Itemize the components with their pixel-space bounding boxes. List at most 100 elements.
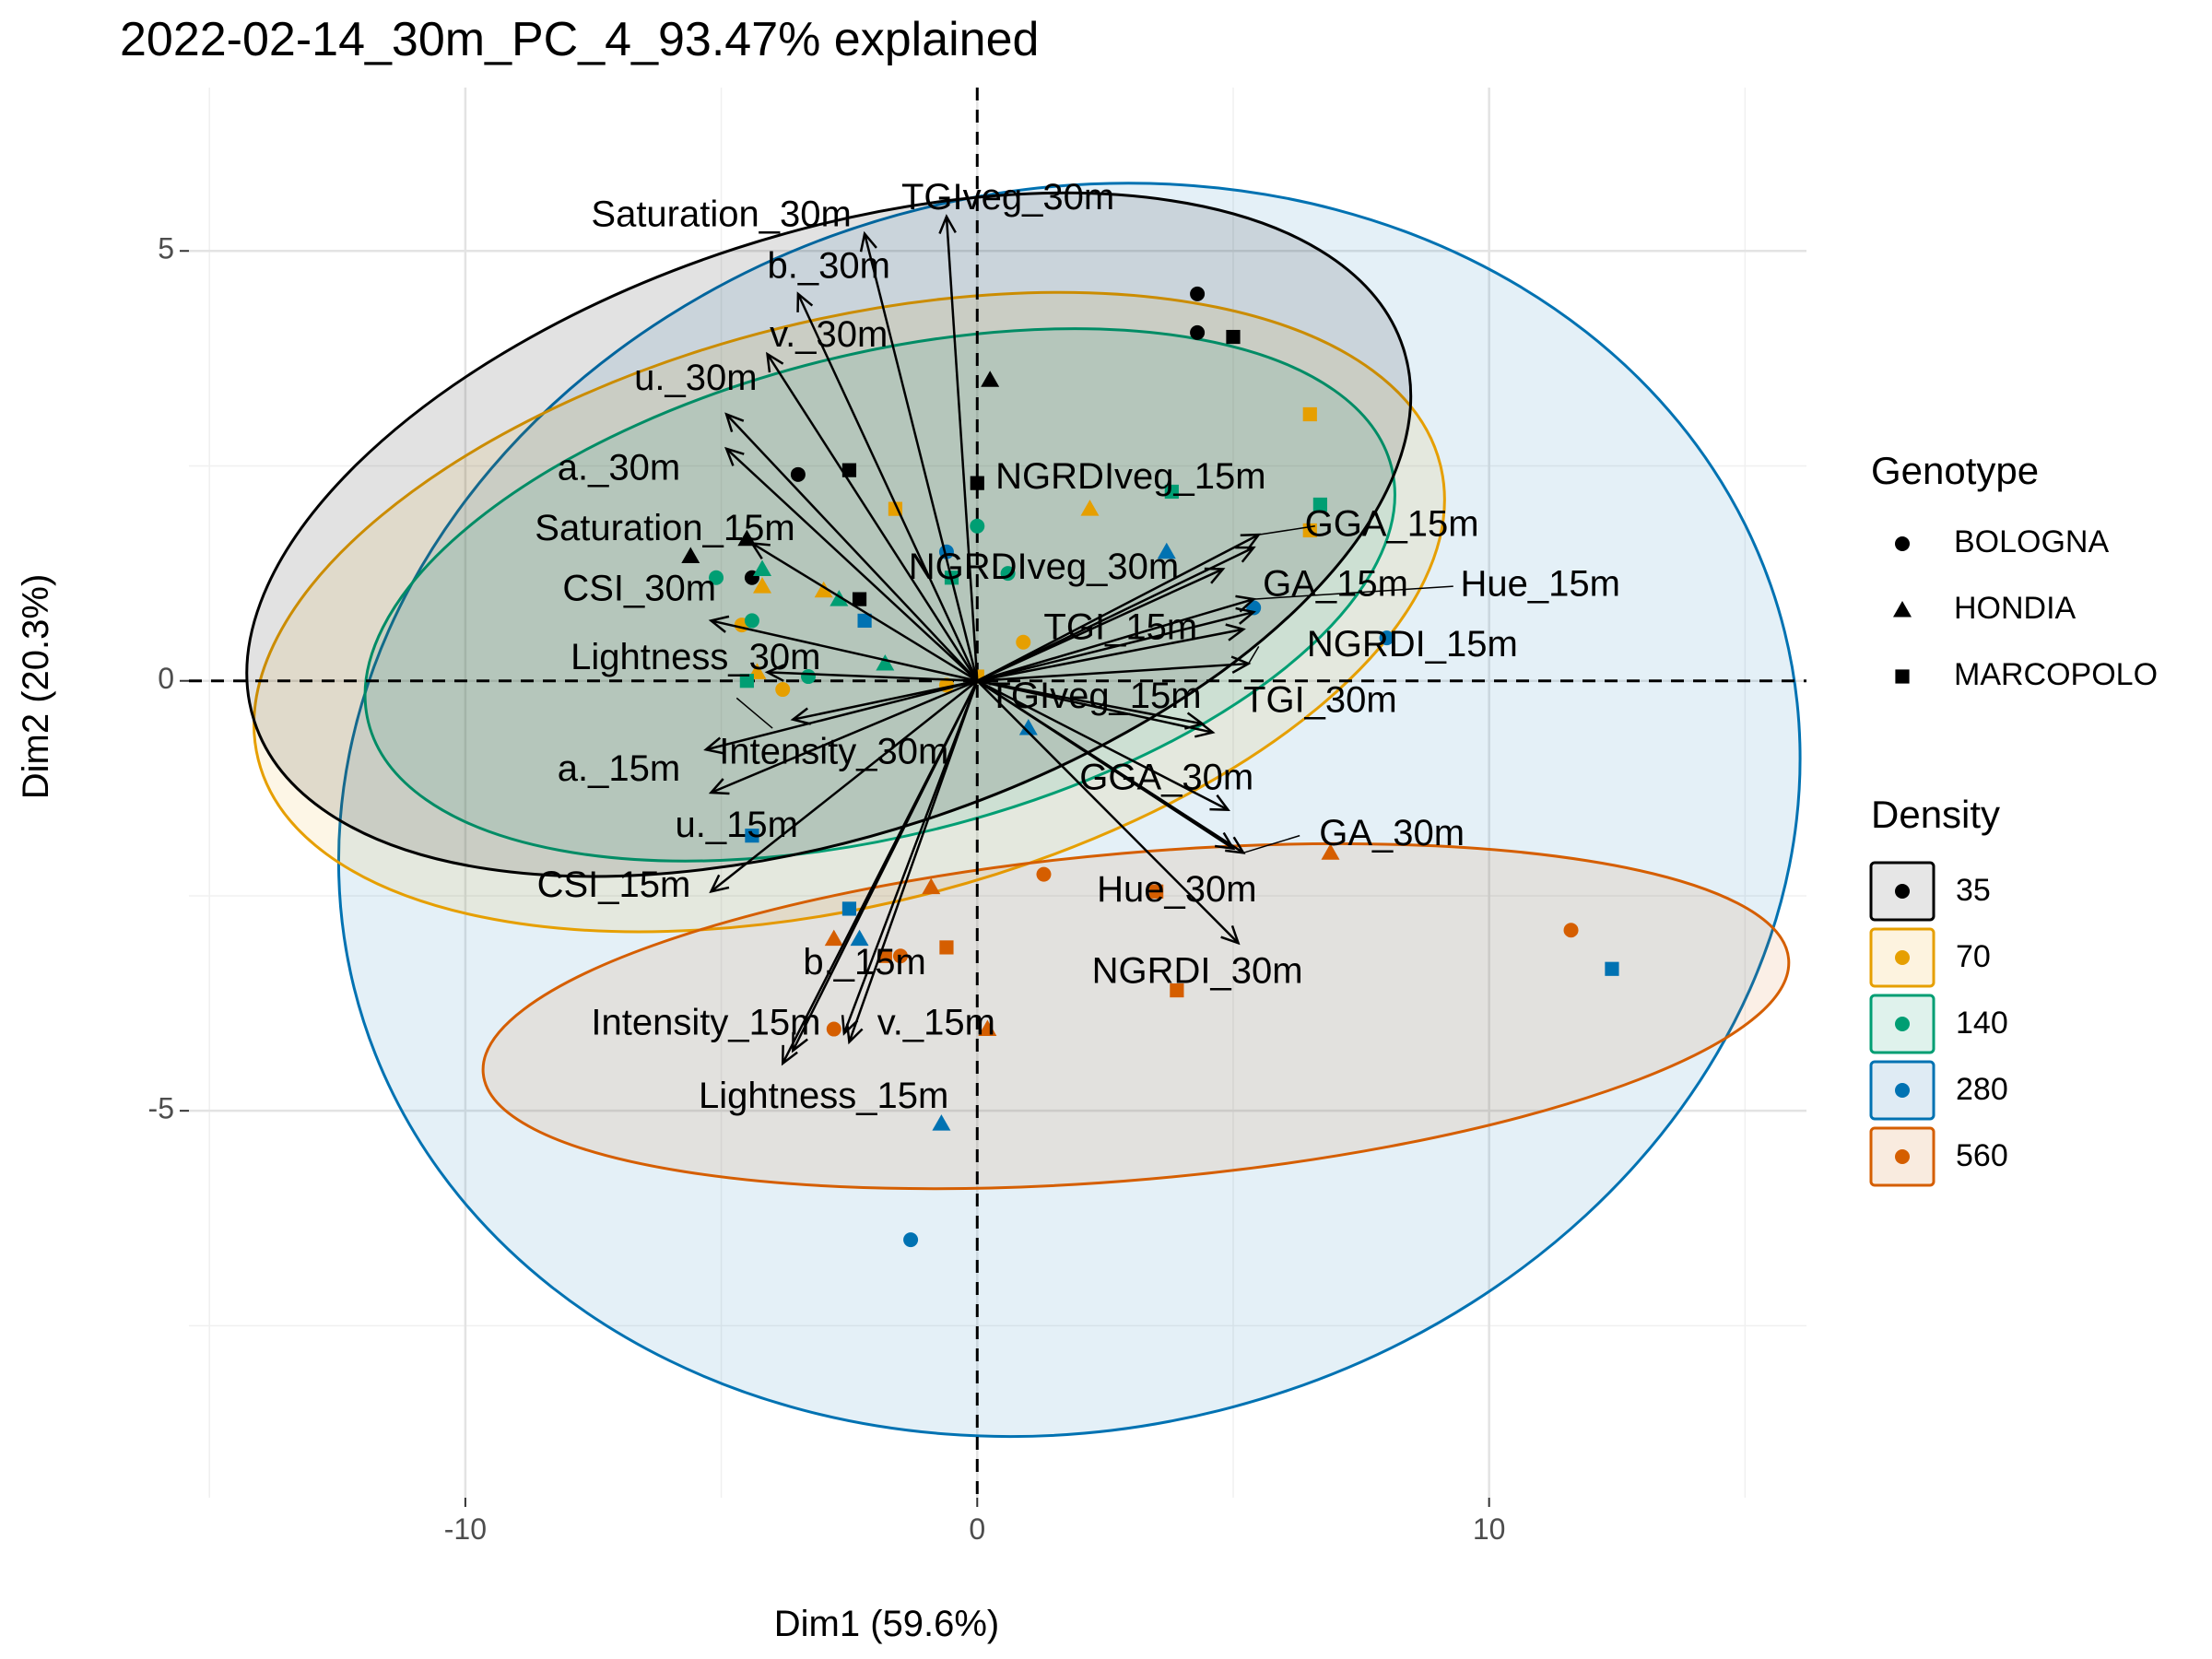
variable-arrow-shaft bbox=[711, 619, 978, 682]
data-point bbox=[1036, 866, 1052, 882]
density-legend-key-point bbox=[1895, 884, 1910, 899]
data-point bbox=[978, 1019, 997, 1037]
y-tick-label: 5 bbox=[158, 232, 174, 265]
data-point bbox=[852, 592, 867, 606]
variable-arrow-shaft bbox=[793, 679, 978, 721]
data-point bbox=[826, 1021, 841, 1037]
variable-arrow-shaft bbox=[977, 679, 1214, 734]
data-point bbox=[790, 466, 806, 482]
data-point bbox=[709, 570, 724, 585]
variable-arrow-shaft bbox=[976, 534, 1260, 682]
data-point bbox=[1170, 982, 1184, 998]
variable-arrow-head bbox=[841, 1015, 859, 1036]
data-point bbox=[1226, 329, 1241, 345]
variable-label: Hue_30m bbox=[1097, 869, 1256, 910]
ellipse-density-560 bbox=[481, 841, 1791, 1191]
confidence-ellipses bbox=[245, 182, 1802, 1439]
label-leader-line bbox=[1253, 585, 1453, 600]
variable-label: a._30m bbox=[558, 448, 680, 488]
data-point bbox=[814, 581, 833, 598]
reference-lines bbox=[189, 88, 1806, 1498]
variable-arrow-head bbox=[790, 707, 812, 725]
label-leader-line bbox=[1242, 834, 1300, 854]
variable-arrow-shaft bbox=[842, 680, 979, 1034]
genotype-legend-label: MARCOPOLO bbox=[1954, 657, 2158, 692]
data-point bbox=[922, 877, 941, 895]
data-point bbox=[1190, 324, 1206, 340]
variable-arrow-shaft bbox=[976, 610, 1254, 682]
density-legend-key-point bbox=[1895, 1149, 1910, 1164]
variable-label: NGRDIveg_15m bbox=[995, 456, 1265, 497]
variable-arrow-shaft bbox=[725, 447, 979, 682]
x-tick-label: -10 bbox=[444, 1512, 487, 1546]
data-point bbox=[1605, 961, 1619, 976]
variable-label: b._30m bbox=[768, 245, 890, 286]
variable-label: v._30m bbox=[770, 314, 888, 355]
density-legend-key-point bbox=[1895, 1083, 1910, 1098]
data-point bbox=[745, 829, 759, 843]
variable-label: TGIveg_15m bbox=[988, 676, 1201, 716]
variable-label: GGA_15m bbox=[1305, 503, 1479, 544]
variable-arrow-shaft bbox=[766, 353, 979, 682]
variable-arrow-head bbox=[708, 615, 730, 633]
data-point bbox=[1379, 630, 1394, 646]
variable-label: Lightness_30m bbox=[571, 637, 820, 677]
variable-arrow-shaft bbox=[848, 680, 979, 1042]
data-point bbox=[1302, 406, 1317, 422]
variable-arrow-head bbox=[1235, 606, 1256, 625]
genotype-legend-key bbox=[1893, 601, 1912, 618]
genotype-legend-key bbox=[1895, 536, 1910, 551]
data-point bbox=[1321, 843, 1340, 860]
density-legend-label: 560 bbox=[1956, 1138, 2008, 1173]
variable-arrow-shaft bbox=[711, 679, 978, 794]
data-point bbox=[841, 901, 857, 916]
variable-label: GGA_30m bbox=[1079, 758, 1253, 798]
genotype-legend-label: HONDIA bbox=[1954, 591, 2077, 626]
variable-label: GA_15m bbox=[1263, 564, 1408, 605]
variable-arrow-shaft bbox=[725, 413, 979, 682]
variable-arrow-shaft bbox=[976, 568, 1224, 682]
density-legend-key-point bbox=[1895, 950, 1910, 965]
variable-arrow-head bbox=[781, 1044, 798, 1066]
data-point bbox=[850, 929, 869, 947]
data-point bbox=[841, 463, 857, 477]
variable-arrow-head bbox=[708, 778, 730, 795]
variable-label: Intensity_15m bbox=[591, 1002, 820, 1042]
ellipse-density-35 bbox=[245, 191, 1413, 878]
data-point bbox=[932, 1114, 951, 1131]
data-point bbox=[739, 674, 754, 688]
x-axis-title: Dim1 (59.6%) bbox=[774, 1604, 1000, 1644]
variable-arrow-head bbox=[1194, 720, 1216, 738]
variable-arrow-head bbox=[749, 541, 771, 559]
data-point bbox=[1312, 497, 1327, 512]
data-point bbox=[1000, 566, 1016, 582]
y-tick-label: -5 bbox=[148, 1092, 174, 1125]
variable-label: GA_30m bbox=[1319, 813, 1465, 853]
variable-arrow-head bbox=[938, 214, 957, 234]
variable-label: b._15m bbox=[803, 942, 925, 982]
variable-arrow-head bbox=[1209, 794, 1230, 811]
variable-label: Saturation_15m bbox=[535, 508, 794, 548]
label-leader-line bbox=[1258, 525, 1315, 535]
density-legend-label: 280 bbox=[1956, 1072, 2008, 1107]
variable-arrow-shaft bbox=[710, 679, 979, 893]
variable-label: NGRDI_30m bbox=[1092, 950, 1303, 991]
variable-arrow-head bbox=[764, 664, 785, 682]
variable-arrow-shaft bbox=[976, 679, 1234, 850]
data-point bbox=[1157, 542, 1176, 559]
variable-arrow-shaft bbox=[976, 597, 1254, 682]
variable-arrow-shaft bbox=[863, 233, 979, 682]
variable-label: NGRDIveg_30m bbox=[909, 547, 1179, 587]
y-tick-label: 0 bbox=[158, 662, 174, 695]
y-axis-title: Dim2 (20.3%) bbox=[16, 574, 56, 800]
data-point bbox=[744, 613, 759, 629]
data-point bbox=[753, 559, 772, 576]
genotype-legend-title: Genotype bbox=[1871, 449, 2039, 492]
variable-label: u._30m bbox=[634, 358, 757, 398]
variable-arrow-shaft bbox=[945, 216, 979, 681]
variable-arrow-head bbox=[846, 1023, 864, 1045]
density-legend-key-point bbox=[1895, 1017, 1910, 1031]
data-point bbox=[737, 529, 757, 547]
ellipse-density-280 bbox=[336, 182, 1802, 1439]
